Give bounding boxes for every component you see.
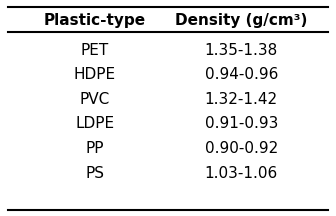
Text: 0.94-0.96: 0.94-0.96 <box>205 67 278 83</box>
Text: 1.03-1.06: 1.03-1.06 <box>205 165 278 181</box>
Text: 0.90-0.92: 0.90-0.92 <box>205 141 278 156</box>
Text: PVC: PVC <box>80 92 110 107</box>
Text: 1.35-1.38: 1.35-1.38 <box>205 43 278 58</box>
Text: Plastic-type: Plastic-type <box>44 13 146 28</box>
Text: 0.91-0.93: 0.91-0.93 <box>205 116 278 132</box>
Text: PP: PP <box>85 141 104 156</box>
Text: 1.32-1.42: 1.32-1.42 <box>205 92 278 107</box>
Text: PET: PET <box>81 43 109 58</box>
Text: HDPE: HDPE <box>74 67 116 83</box>
Text: Density (g/cm³): Density (g/cm³) <box>175 13 307 28</box>
Text: PS: PS <box>85 165 104 181</box>
Text: LDPE: LDPE <box>75 116 114 132</box>
